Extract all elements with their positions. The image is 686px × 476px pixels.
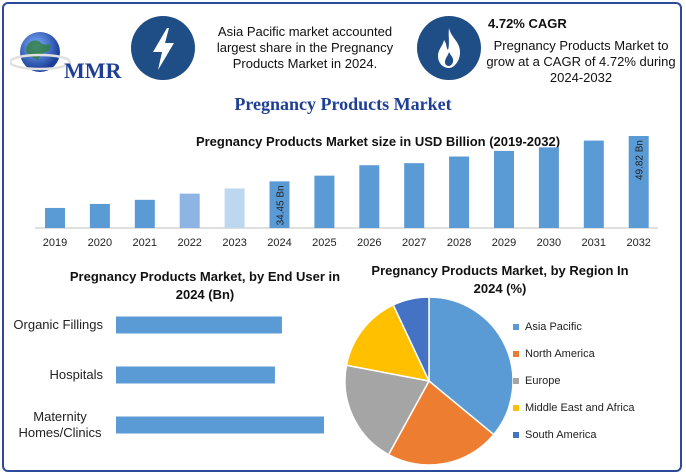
asia-pacific-info-text: Asia Pacific market accounted largest sh… bbox=[216, 24, 394, 71]
lightning-icon bbox=[131, 16, 195, 80]
bar-data-label: 34.45 Bn bbox=[276, 185, 287, 225]
x-tick-label: 2026 bbox=[357, 237, 381, 249]
region-chart-title: Pregnancy Products Market, by Region In … bbox=[371, 263, 629, 296]
x-tick-label: 2030 bbox=[537, 237, 561, 249]
x-tick-label: 2023 bbox=[222, 237, 246, 249]
x-tick-label: 2019 bbox=[43, 237, 67, 249]
bar-2026 bbox=[359, 165, 380, 228]
page-title: Pregnancy Products Market bbox=[234, 94, 452, 114]
bar-2021 bbox=[134, 199, 155, 228]
cagr-info-text: Pregnancy Products Market to grow at a C… bbox=[486, 38, 676, 85]
end-user-chart-title: Pregnancy Products Market, by End User i… bbox=[69, 269, 341, 302]
legend-item: Asia Pacific bbox=[513, 321, 582, 333]
bar-2023 bbox=[224, 188, 245, 228]
x-tick-label: 2028 bbox=[447, 237, 471, 249]
end-user-label: Maternity Homes/Clinics bbox=[18, 409, 102, 440]
legend-swatch bbox=[513, 432, 519, 439]
bar-2019 bbox=[45, 207, 65, 228]
bar-2027 bbox=[404, 163, 425, 228]
bar-2022 bbox=[179, 193, 200, 228]
legend-label: Middle East and Africa bbox=[525, 402, 635, 414]
legend-item: Middle East and Africa bbox=[513, 402, 634, 414]
flame-icon bbox=[417, 16, 481, 80]
legend-swatch bbox=[513, 405, 519, 412]
bar-chart-title: Pregnancy Products Market size in USD Bi… bbox=[195, 134, 561, 149]
legend-label: South America bbox=[525, 429, 597, 441]
x-tick-label: 2032 bbox=[626, 237, 650, 249]
legend-label: Europe bbox=[525, 375, 561, 387]
end-user-label: Hospitals bbox=[49, 367, 103, 382]
x-tick-label: 2025 bbox=[312, 237, 336, 249]
x-tick-label: 2024 bbox=[267, 237, 291, 249]
bar-2025 bbox=[314, 175, 335, 228]
x-tick-label: 2029 bbox=[492, 237, 516, 249]
x-tick-label: 2021 bbox=[133, 237, 157, 249]
x-tick-label: 2031 bbox=[582, 237, 606, 249]
legend-label: Asia Pacific bbox=[525, 321, 582, 333]
bar-2024 bbox=[269, 181, 290, 228]
bar-2020 bbox=[89, 203, 110, 228]
bar-2030 bbox=[538, 147, 559, 228]
legend-swatch bbox=[513, 324, 519, 331]
logo-text: MMR bbox=[64, 58, 122, 83]
legend-item: North America bbox=[513, 348, 595, 360]
x-tick-label: 2027 bbox=[402, 237, 426, 249]
bar-2029 bbox=[494, 150, 514, 228]
bar-data-label: 49.82 Bn bbox=[635, 140, 646, 180]
bar-2031 bbox=[583, 140, 604, 228]
legend-swatch bbox=[513, 351, 519, 358]
x-tick-label: 2020 bbox=[88, 237, 112, 249]
legend-item: Europe bbox=[513, 375, 560, 387]
cagr-title: 4.72% CAGR bbox=[488, 16, 567, 31]
legend-label: North America bbox=[525, 348, 595, 360]
globe-icon bbox=[10, 32, 72, 72]
end-user-label: Organic Fillings bbox=[13, 317, 103, 332]
legend-item: South America bbox=[513, 429, 597, 441]
legend-swatch bbox=[513, 378, 519, 385]
x-tick-label: 2022 bbox=[177, 237, 201, 249]
infographic-frame bbox=[2, 2, 682, 472]
bar-2032 bbox=[628, 136, 649, 228]
bar-2028 bbox=[449, 156, 470, 228]
